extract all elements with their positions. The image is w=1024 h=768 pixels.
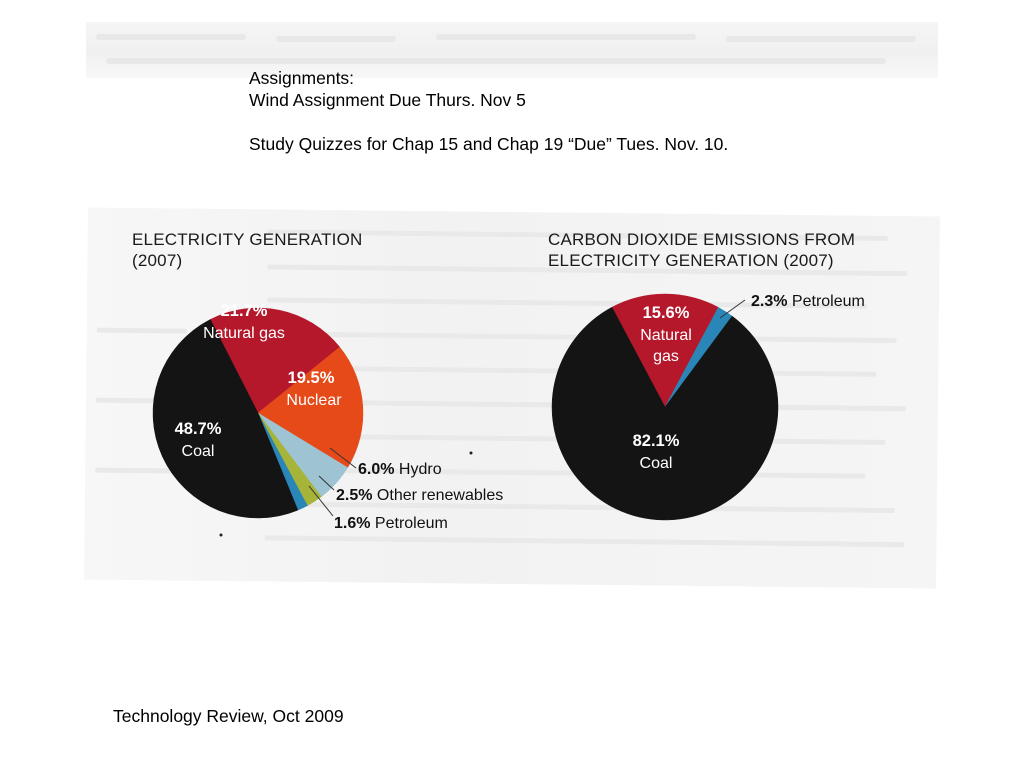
assignment-line-1: Wind Assignment Due Thurs. Nov 5 [249, 90, 526, 110]
chart1-label-nuclear-name: Nuclear [286, 392, 342, 409]
assignments-block: Assignments: Wind Assignment Due Thurs. … [249, 67, 728, 155]
chart2-title-line2: ELECTRICITY GENERATION (2007) [548, 251, 834, 270]
chart2-label-natural-gas-value: 15.6% [643, 304, 690, 322]
scan-header-strip [86, 22, 938, 78]
chart2-slice-coal [551, 306, 779, 521]
chart1-label-coal-value: 48.7% [175, 420, 222, 438]
chart1-leader-other-renewables [318, 475, 335, 491]
chart1-title-line1: ELECTRICITY GENERATION [132, 230, 362, 249]
chart2-pie [551, 293, 779, 521]
chart2-label-natural-gas-name-1: Natural [640, 327, 692, 344]
chart1-slice-nuclear [257, 346, 364, 468]
chart2-slice-natural-gas [611, 293, 719, 408]
chart1-slice-natural-gas [209, 307, 341, 414]
assignment-line-2: Study Quizzes for Chap 15 and Chap 19 “D… [249, 134, 729, 154]
chart1-title-line2: (2007) [132, 251, 182, 270]
assignments-heading: Assignments: [249, 68, 355, 88]
scan-speck [469, 451, 473, 455]
chart2-title-line1: CARBON DIOXIDE EMISSIONS FROM [548, 230, 855, 249]
chart1-label-nuclear-value: 19.5% [288, 369, 335, 387]
chart1-label-other-renewables: 2.5% Other renewables [336, 487, 503, 504]
chart2-label-coal-name: Coal [640, 455, 673, 472]
scan-speck [219, 533, 223, 537]
chart1-label-natural-gas-value: 21.7% [221, 302, 268, 320]
chart2-label-petroleum: 2.3% Petroleum [751, 293, 865, 310]
chart2-label-coal-value: 82.1% [633, 432, 680, 450]
chart1-leader-petroleum [308, 485, 334, 517]
chart1-slice-coal [152, 319, 299, 519]
chart1-label-coal-name: Coal [182, 443, 215, 460]
chart1-label-petroleum: 1.6% Petroleum [334, 515, 448, 532]
chart2-label-natural-gas-name-2: gas [653, 348, 679, 365]
source-citation: Technology Review, Oct 2009 [113, 706, 344, 726]
chart1-pie [152, 307, 364, 519]
chart2-leader-petroleum [719, 299, 746, 319]
chart1-label-natural-gas-name: Natural gas [203, 325, 285, 342]
chart1-label-hydro: 6.0% Hydro [358, 461, 442, 478]
chart1-leader-hydro [329, 447, 357, 469]
